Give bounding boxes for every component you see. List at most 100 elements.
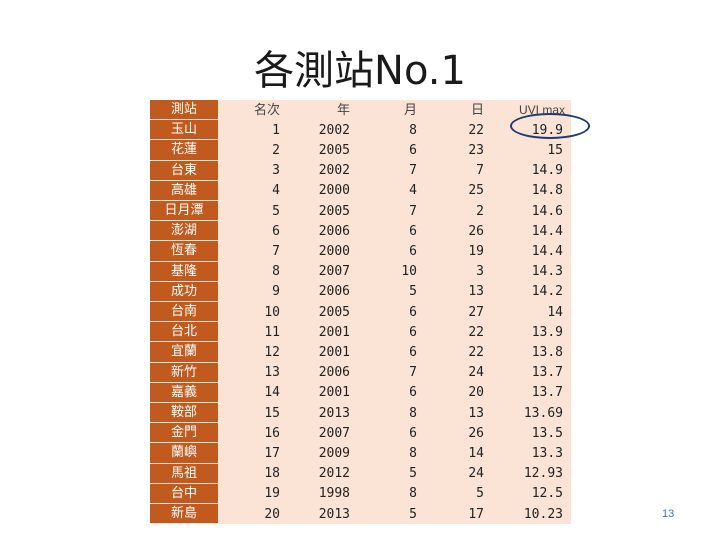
rank-cell: 18 — [264, 466, 280, 482]
rank-cell: 15 — [264, 405, 280, 421]
slide-title: 各測站No.1 — [254, 48, 466, 94]
month-cell: 6 — [409, 142, 417, 158]
uvi-cell: 13.5 — [531, 425, 563, 441]
day-cell: 7 — [476, 163, 484, 179]
uvi-cell: 14.9 — [531, 163, 563, 179]
rank-cell: 11 — [264, 324, 280, 340]
rank-cell: 2 — [272, 142, 280, 158]
header-day: 日 — [470, 102, 484, 118]
year-cell: 2007 — [318, 425, 350, 441]
month-cell: 6 — [409, 304, 417, 320]
month-cell: 6 — [409, 243, 417, 259]
uvi-cell: 13.7 — [531, 365, 563, 381]
table-row: 馬祖 18 2012 5 24 12.93 — [150, 463, 571, 484]
table-row: 鞍部 15 2013 8 13 13.69 — [150, 403, 571, 424]
station-cell: 蘭嶼 — [150, 443, 218, 464]
table-row: 台東 3 2002 7 7 14.9 — [150, 160, 571, 181]
page-number: 13 — [662, 508, 675, 520]
header-station: 測站 — [150, 100, 218, 121]
table-row: 玉山 1 2002 8 22 19.9 — [150, 120, 571, 141]
month-cell: 6 — [409, 324, 417, 340]
rank-cell: 16 — [264, 425, 280, 441]
day-cell: 19 — [468, 243, 484, 259]
month-cell: 10 — [401, 264, 417, 280]
uvi-cell: 13.3 — [531, 445, 563, 461]
table-header-row: 測站 名次 年 月 日 UVI max — [150, 100, 571, 121]
rank-cell: 3 — [272, 163, 280, 179]
day-cell: 14 — [468, 445, 484, 461]
table-row: 台南 10 2005 6 27 14 — [150, 302, 571, 323]
uvi-cell: 12.93 — [523, 466, 563, 482]
year-cell: 1998 — [318, 486, 350, 502]
station-cell: 日月潭 — [150, 201, 218, 222]
year-cell: 2007 — [318, 264, 350, 280]
table-row: 台中 19 1998 8 5 12.5 — [150, 483, 571, 505]
rank-cell: 10 — [264, 304, 280, 320]
day-cell: 2 — [476, 203, 484, 219]
month-cell: 5 — [409, 506, 417, 522]
month-cell: 6 — [409, 385, 417, 401]
day-cell: 24 — [468, 365, 484, 381]
day-cell: 26 — [468, 223, 484, 239]
day-cell: 13 — [468, 405, 484, 421]
table-body: 玉山 1 2002 8 22 19.9 花蓮 2 2005 6 23 15 台東 3 2002 7 7 14.9 高… — [150, 120, 571, 525]
header-rank: 名次 — [253, 102, 280, 118]
uvi-cell: 12.5 — [531, 486, 563, 502]
header-year: 年 — [336, 102, 350, 118]
year-cell: 2013 — [318, 405, 350, 421]
table-row: 金門 16 2007 6 26 13.5 — [150, 423, 571, 444]
rank-cell: 5 — [272, 203, 280, 219]
station-cell: 金門 — [150, 423, 218, 444]
month-cell: 8 — [409, 122, 417, 138]
day-cell: 27 — [468, 304, 484, 320]
rank-cell: 9 — [272, 284, 280, 300]
uvi-cell: 14.8 — [531, 183, 563, 199]
uvi-cell: 14.3 — [531, 264, 563, 280]
month-cell: 4 — [409, 183, 417, 199]
day-cell: 22 — [468, 344, 484, 360]
table-row: 恆春 7 2000 6 19 14.4 — [150, 241, 571, 262]
table-row: 成功 9 2006 5 13 14.2 — [150, 281, 571, 303]
month-cell: 5 — [409, 466, 417, 482]
uvi-cell: 14.6 — [531, 203, 563, 219]
year-cell: 2005 — [318, 304, 350, 320]
table-row: 台北 11 2001 6 22 13.9 — [150, 322, 571, 343]
month-cell: 7 — [409, 203, 417, 219]
header-month: 月 — [403, 102, 417, 118]
month-cell: 7 — [409, 365, 417, 381]
station-cell: 台北 — [150, 322, 218, 343]
table-row: 高雄 4 2000 4 25 14.8 — [150, 180, 571, 202]
table-row: 新島 20 2013 5 17 10.23 — [150, 504, 571, 525]
day-cell: 23 — [468, 142, 484, 158]
year-cell: 2006 — [318, 365, 350, 381]
table-row: 澎湖 6 2006 6 26 14.4 — [150, 221, 571, 242]
year-cell: 2002 — [318, 163, 350, 179]
uvi-cell: 10.23 — [523, 506, 563, 522]
rank-cell: 8 — [272, 264, 280, 280]
rank-cell: 20 — [264, 506, 280, 522]
station-cell: 恆春 — [150, 241, 218, 262]
year-cell: 2005 — [318, 203, 350, 219]
uvi-cell: 14 — [547, 304, 563, 320]
table-row: 花蓮 2 2005 6 23 15 — [150, 140, 571, 161]
year-cell: 2001 — [318, 385, 350, 401]
table-row: 新竹 13 2006 7 24 13.7 — [150, 362, 571, 383]
station-cell: 台東 — [150, 160, 218, 181]
rank-cell: 12 — [264, 344, 280, 360]
month-cell: 8 — [409, 445, 417, 461]
day-cell: 25 — [468, 183, 484, 199]
day-cell: 24 — [468, 466, 484, 482]
station-cell: 成功 — [150, 281, 218, 303]
month-cell: 8 — [409, 486, 417, 502]
day-cell: 22 — [468, 122, 484, 138]
day-cell: 17 — [468, 506, 484, 522]
station-cell: 台中 — [150, 483, 218, 505]
table-row: 嘉義 14 2001 6 20 13.7 — [150, 382, 571, 404]
year-cell: 2006 — [318, 284, 350, 300]
year-cell: 2005 — [318, 142, 350, 158]
month-cell: 6 — [409, 425, 417, 441]
day-cell: 3 — [476, 264, 484, 280]
station-cell: 鞍部 — [150, 403, 218, 424]
month-cell: 5 — [409, 284, 417, 300]
year-cell: 2001 — [318, 324, 350, 340]
